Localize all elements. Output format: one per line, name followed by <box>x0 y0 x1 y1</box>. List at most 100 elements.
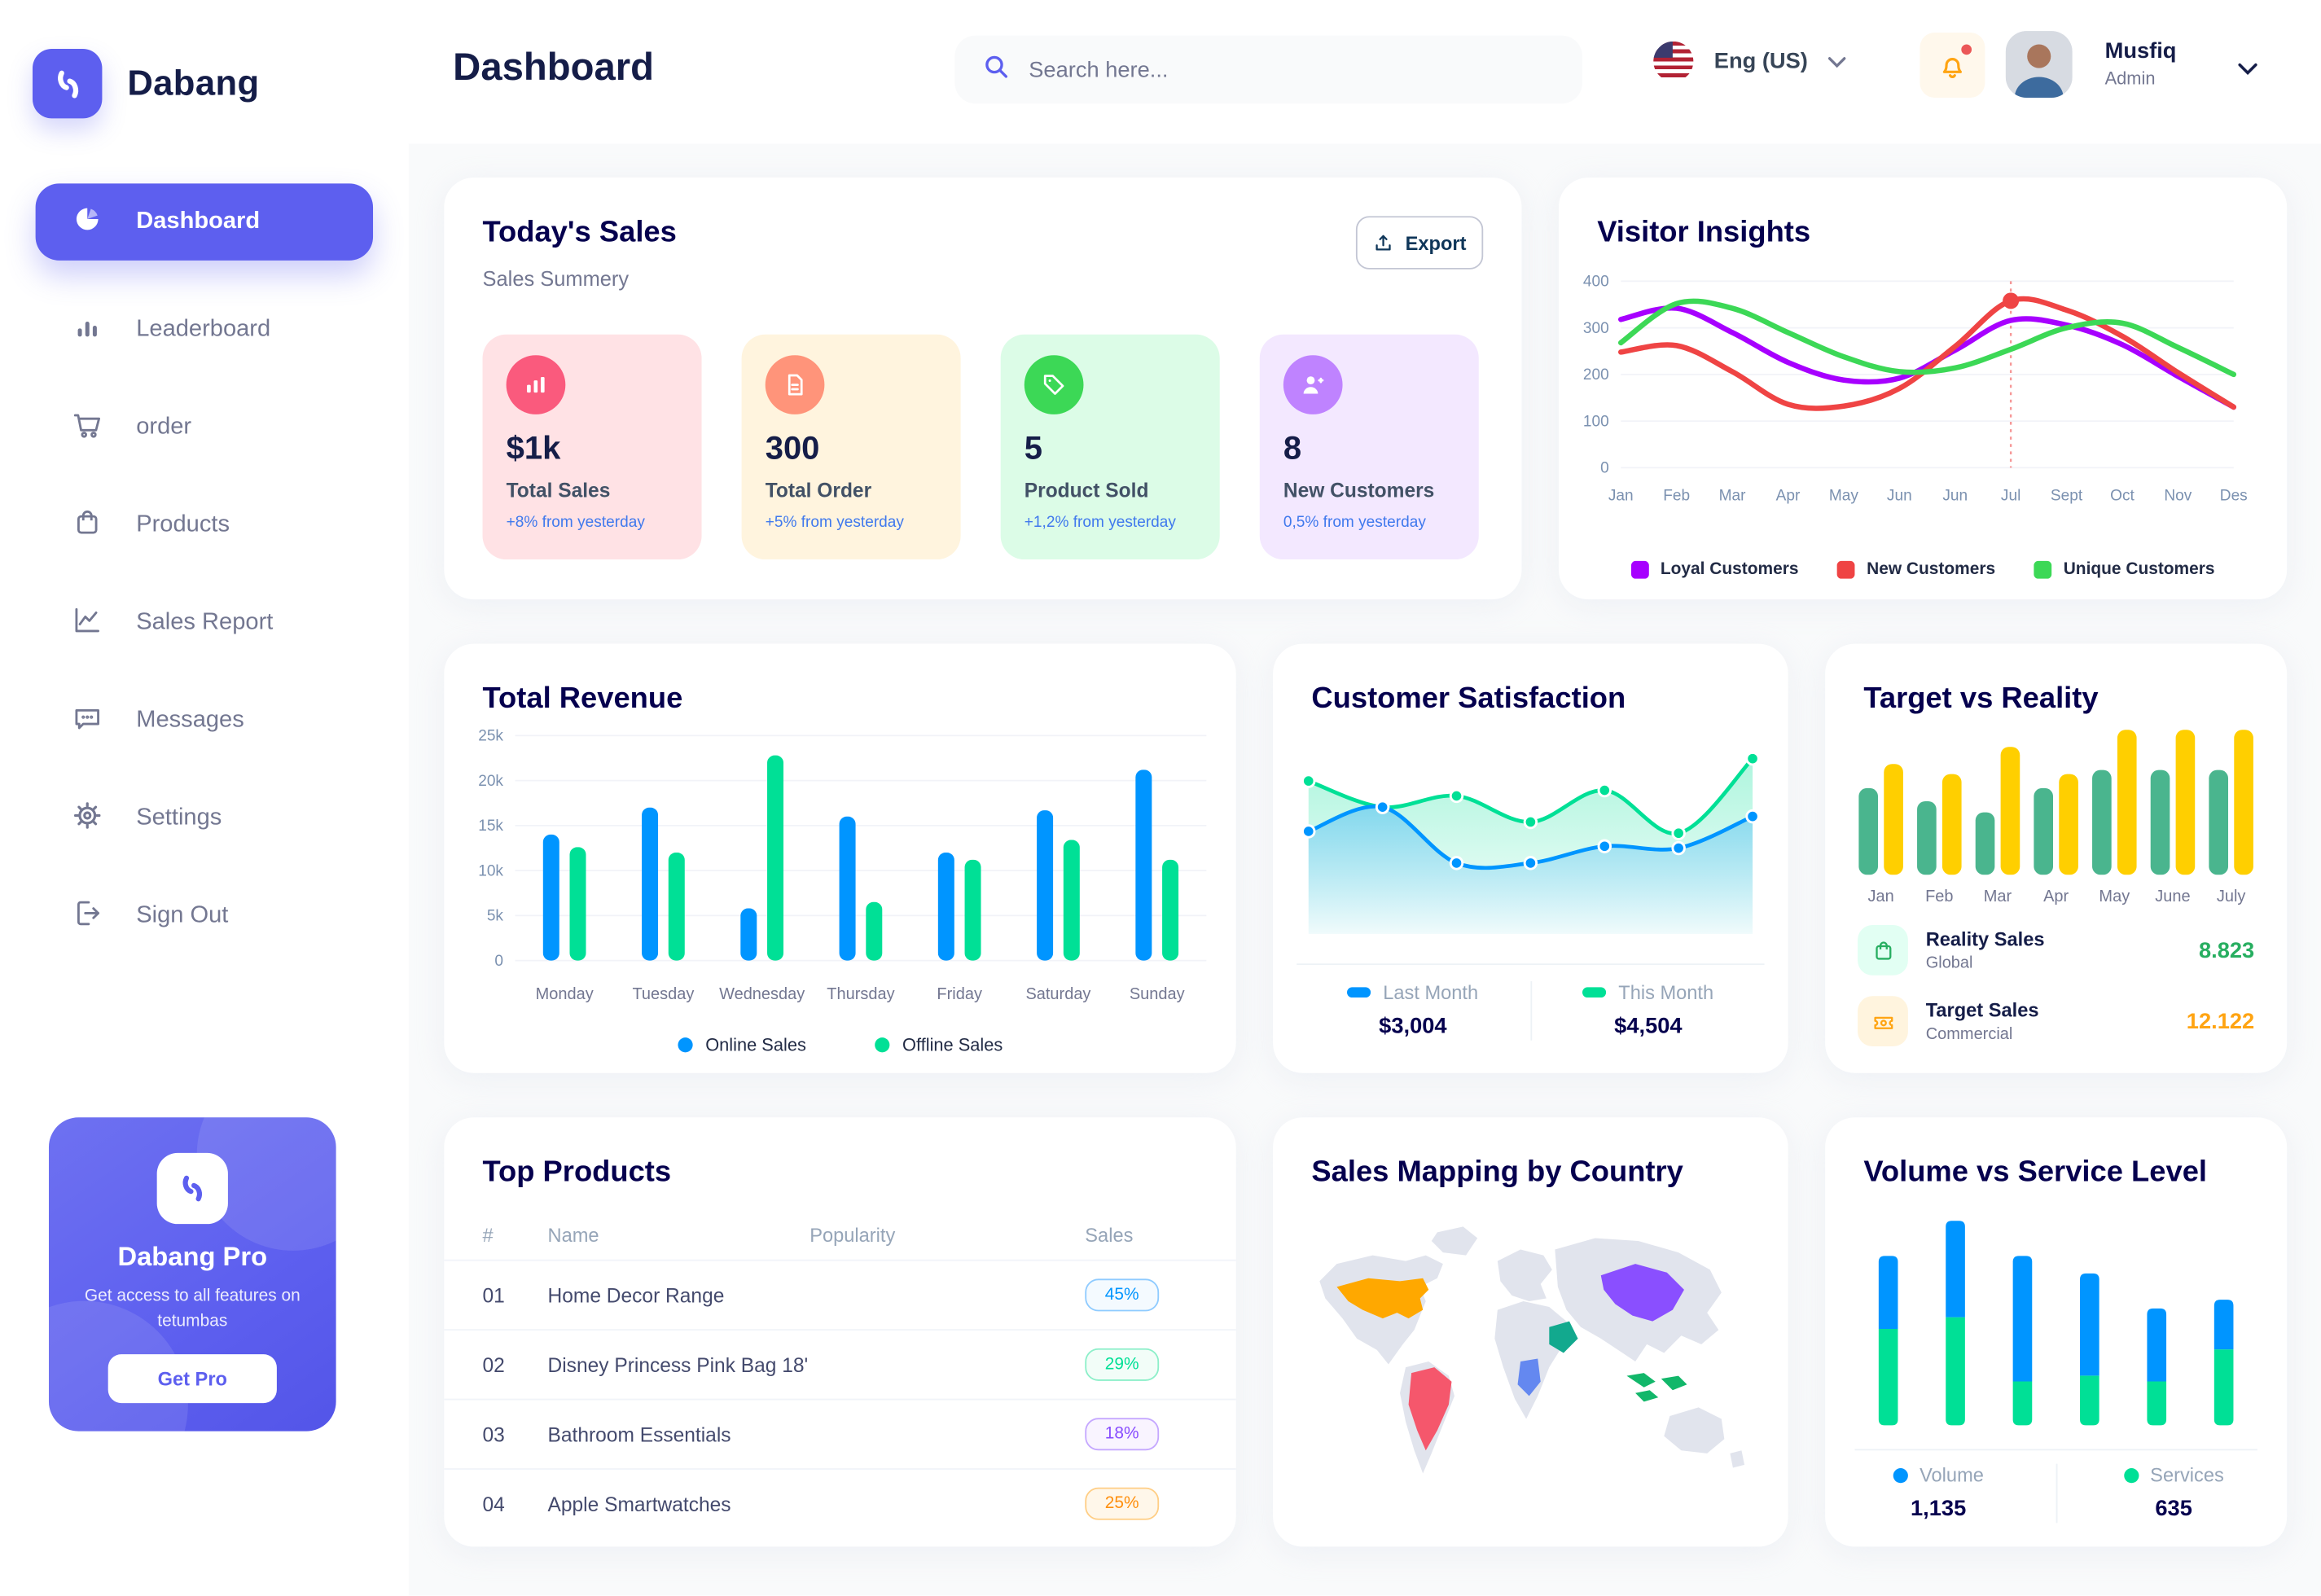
sidebar-item-settings[interactable]: Settings <box>36 789 373 848</box>
notification-dot <box>1961 44 1972 55</box>
divider <box>1854 1449 2257 1451</box>
visitor-insights-chart: 0 100 200 300 400 Jan Feb Mar Apr May Jun Jun Jul Sep… <box>1583 274 2248 505</box>
svg-text:Mar: Mar <box>1984 888 2012 905</box>
sidebar: Dabang Dashboard Leaderboard order <box>0 0 409 1596</box>
volume-service-title: Volume vs Service Level <box>1863 1155 2208 1189</box>
svg-text:Wednesday: Wednesday <box>719 985 805 1003</box>
sidebar-item-label: Sign Out <box>136 902 229 928</box>
divider <box>2055 1463 2057 1524</box>
line-chart-icon <box>71 603 103 643</box>
brand-logo-icon <box>32 48 103 119</box>
svg-text:Sept: Sept <box>2051 487 2083 504</box>
stat-delta: 0,5% from yesterday <box>1283 513 1426 532</box>
target-ticket-icon <box>1858 996 1908 1047</box>
top-products-title: Top Products <box>482 1155 672 1189</box>
map-saudi-arabia <box>1549 1321 1578 1353</box>
profile-chevron-down-icon[interactable] <box>2238 56 2257 83</box>
top-products-header-row: # Name Popularity Sales <box>482 1223 1134 1246</box>
volume-service-card: Volume vs Service Level Volume 1,135 Ser… <box>1825 1117 2288 1547</box>
target-sales-label: Target Sales <box>1925 998 2039 1022</box>
svg-text:Oct: Oct <box>2110 487 2135 504</box>
legend-item: Online Sales <box>677 1035 806 1055</box>
product-number: 03 <box>482 1423 505 1445</box>
export-icon <box>1376 234 1392 250</box>
get-pro-button[interactable]: Get Pro <box>107 1354 277 1404</box>
svg-text:Des: Des <box>2220 487 2248 504</box>
sidebar-item-leaderboard[interactable]: Leaderboard <box>36 300 373 360</box>
visitor-insights-title: Visitor Insights <box>1597 216 1811 249</box>
customer-satisfaction-card: Customer Satisfaction Last Month $3,004 … <box>1273 643 1788 1073</box>
sales-badge: 18% <box>1085 1418 1160 1451</box>
legend-volume: Volume 1,135 <box>1842 1464 2034 1524</box>
stat-card-total-order: 300 Total Order +5% from yesterday <box>741 334 961 560</box>
product-name: Apple Smartwatches <box>547 1493 731 1515</box>
legend-last-month: Last Month $3,004 <box>1317 981 1509 1041</box>
svg-text:Jun: Jun <box>1942 487 1968 504</box>
stat-order-icon <box>765 355 825 414</box>
product-name: Home Decor Range <box>547 1283 725 1307</box>
reality-bag-icon <box>1858 925 1908 976</box>
sidebar-item-label: Dashboard <box>136 208 261 235</box>
sidebar-item-products[interactable]: Products <box>36 496 373 555</box>
map-united-states <box>1336 1278 1429 1319</box>
table-row: 02 Disney Princess Pink Bag 18' 29% <box>444 1329 1236 1398</box>
brand-logo[interactable]: Dabang <box>32 48 260 119</box>
svg-text:10k: 10k <box>478 862 503 879</box>
pro-subtitle: Get access to all features on tetumbas <box>84 1287 301 1331</box>
customer-satisfaction-legend: Last Month $3,004 This Month $4,504 <box>1273 981 1788 1041</box>
language-selector[interactable]: Eng (US) <box>1653 41 1846 81</box>
sidebar-item-dashboard[interactable]: Dashboard <box>35 183 374 261</box>
last-month-marker <box>1347 987 1371 998</box>
svg-text:Thursday: Thursday <box>827 985 894 1003</box>
stat-label: Total Sales <box>506 479 611 502</box>
target-vs-reality-chart: Jan Feb Mar Apr May June July <box>1858 730 2253 905</box>
bag-icon <box>71 506 103 546</box>
map-dr-congo <box>1517 1358 1541 1396</box>
svg-text:July: July <box>2217 888 2246 905</box>
volume-service-legend: Volume 1,135 Services 635 <box>1825 1463 2287 1524</box>
pro-logo-icon <box>156 1152 228 1225</box>
export-button[interactable]: Export <box>1355 216 1484 270</box>
world-map <box>1319 1226 1745 1474</box>
brand-name: Dabang <box>127 63 260 103</box>
user-info[interactable]: Musfiq Admin <box>2105 38 2177 89</box>
stat-label: New Customers <box>1283 479 1435 502</box>
product-number: 02 <box>482 1353 505 1376</box>
sidebar-item-messages[interactable]: Messages <box>36 691 373 751</box>
reality-sales-sub: Global <box>1925 954 1973 973</box>
sidebar-item-order[interactable]: order <box>36 398 373 458</box>
sidebar-item-label: Leaderboard <box>136 316 271 342</box>
svg-text:Sunday: Sunday <box>1130 985 1185 1003</box>
sidebar-item-sales-report[interactable]: Sales Report <box>36 594 373 653</box>
todays-sales-subtitle: Sales Summery <box>482 266 630 291</box>
svg-text:Apr: Apr <box>1776 487 1801 504</box>
target-vs-reality-card: Target vs Reality Jan Feb Mar Apr May June Jul… <box>1825 643 2288 1073</box>
sidebar-item-sign-out[interactable]: Sign Out <box>36 887 373 946</box>
svg-text:Jun: Jun <box>1887 487 1912 504</box>
stats-row: $1k Total Sales +8% from yesterday 300 T… <box>482 334 1479 560</box>
svg-text:Saturday: Saturday <box>1025 985 1090 1003</box>
svg-text:Nov: Nov <box>2164 487 2192 504</box>
chevron-down-icon <box>1828 48 1846 75</box>
svg-text:Jan: Jan <box>1868 888 1894 905</box>
stat-card-product-sold: 5 Product Sold +1,2% from yesterday <box>1000 334 1220 560</box>
stat-user-plus-icon <box>1283 355 1343 414</box>
target-sales-legend-row: Target Sales Commercial 12.122 <box>1858 996 2254 1047</box>
svg-text:Feb: Feb <box>1925 888 1953 905</box>
volume-value: 1,135 <box>1911 1496 1967 1522</box>
svg-text:May: May <box>2099 888 2130 905</box>
sales-badge: 29% <box>1085 1348 1160 1381</box>
product-number: 01 <box>482 1283 505 1307</box>
svg-text:100: 100 <box>1583 413 1609 430</box>
avatar[interactable] <box>2005 31 2073 98</box>
map-indonesia <box>1626 1373 1687 1402</box>
svg-text:Friday: Friday <box>937 985 982 1003</box>
notifications-button[interactable] <box>1920 32 1985 98</box>
stat-card-total-sales: $1k Total Sales +8% from yesterday <box>482 334 702 560</box>
search-input[interactable] <box>1029 56 1533 82</box>
legend-this-month: This Month $4,504 <box>1552 981 1744 1041</box>
table-row: 01 Home Decor Range 45% <box>444 1259 1236 1329</box>
svg-text:Monday: Monday <box>536 985 594 1003</box>
divider <box>1297 963 1765 966</box>
